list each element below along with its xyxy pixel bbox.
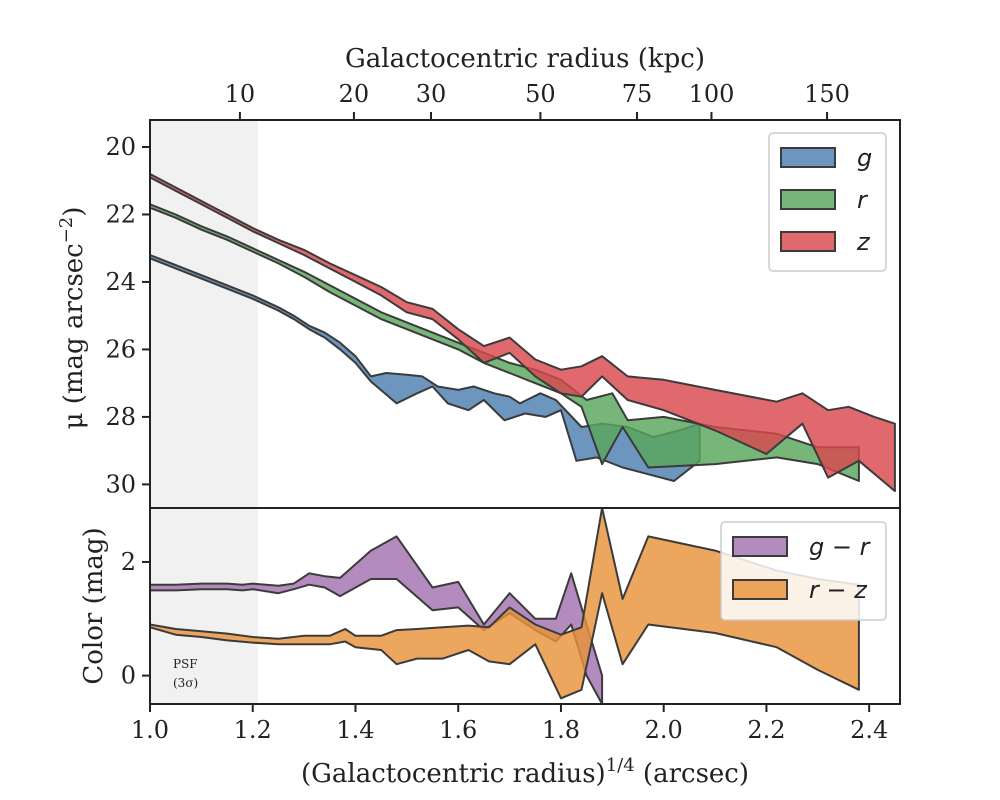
bottom-xtick-label-1: 1.2	[234, 716, 272, 744]
bottom-xtick-label-4: 1.8	[542, 716, 580, 744]
x-title-tail: (arcsec)	[635, 759, 749, 789]
top-ytick-label-2: 24	[105, 268, 136, 296]
top-xtick-label-6: 150	[804, 80, 850, 108]
top-panel-series	[149, 173, 896, 493]
psf-region	[150, 120, 258, 704]
bottom-ytick-label-0: 0	[121, 662, 136, 690]
top-xtick-label-4: 75	[622, 80, 653, 108]
top-band-1	[149, 203, 860, 482]
psf-note-line1: PSF	[173, 657, 198, 671]
bottom-panel-frame	[149, 507, 901, 705]
bottom-legend-label-0: g − r	[809, 533, 872, 561]
top-legend-swatch-1	[780, 189, 836, 210]
y-title-sup: −2	[56, 217, 77, 244]
top-legend: grz	[768, 132, 887, 272]
top-ytick-label-4: 28	[105, 403, 136, 431]
y-title-close: )	[59, 207, 89, 217]
bottom-x-axis-title: (Galactocentric radius)1/4 (arcsec)	[301, 755, 749, 789]
top-xtick-label-5: 100	[689, 80, 735, 108]
top-ytick-label-1: 22	[105, 200, 136, 228]
bottom-legend-label-1: r − z	[809, 576, 868, 604]
top-ytick-label-3: 26	[105, 335, 136, 363]
top-legend-swatch-2	[780, 231, 836, 252]
bottom-xtick-label-2: 1.4	[336, 716, 374, 744]
top-xtick-label-2: 30	[416, 80, 447, 108]
bottom-ytick-label-1: 2	[121, 548, 136, 576]
top-ytick-label-0: 20	[105, 133, 136, 161]
bottom-band-1	[149, 507, 860, 700]
top-legend-label-2: z	[856, 228, 871, 256]
bottom-xtick-label-0: 1.0	[131, 716, 169, 744]
bottom-y-axis: 02	[121, 548, 150, 690]
bottom-xtick-label-7: 2.4	[850, 716, 888, 744]
top-legend-swatch-0	[780, 147, 836, 168]
top-xtick-label-1: 20	[339, 80, 370, 108]
bottom-xtick-label-6: 2.2	[747, 716, 785, 744]
bottom-legend-swatch-1	[732, 579, 788, 600]
top-band-2	[149, 173, 896, 493]
top-axis-title: Galactocentric radius (kpc)	[345, 44, 705, 74]
x-title-main: (Galactocentric radius)	[301, 759, 606, 789]
top-y-axis-title: μ (mag arcsec−2)	[56, 207, 89, 430]
bottom-legend-swatch-0	[732, 536, 788, 557]
psf-note-line2: (3σ)	[173, 676, 198, 690]
top-legend-label-0: g	[857, 144, 872, 172]
top-xtick-label-0: 10	[225, 80, 256, 108]
top-xtick-label-3: 50	[525, 80, 556, 108]
bottom-x-axis: 1.0 1.2 1.4 1.6 1.8 2.0 2.2 2.4	[131, 704, 888, 744]
top-x-axis: 10 20 30 50 75 100 150	[225, 80, 850, 120]
bottom-y-axis-title: Color (mag)	[79, 527, 109, 684]
top-y-axis: 20 22 24 26 28 30	[105, 133, 150, 498]
top-ytick-label-5: 30	[105, 470, 136, 498]
bottom-legend: g − r r − z	[720, 521, 887, 621]
x-title-sup: 1/4	[606, 755, 635, 776]
bottom-xtick-label-5: 2.0	[645, 716, 683, 744]
bottom-xtick-label-3: 1.6	[439, 716, 477, 744]
top-legend-label-1: r	[857, 186, 869, 214]
y-title-main: μ (mag arcsec	[59, 243, 89, 429]
